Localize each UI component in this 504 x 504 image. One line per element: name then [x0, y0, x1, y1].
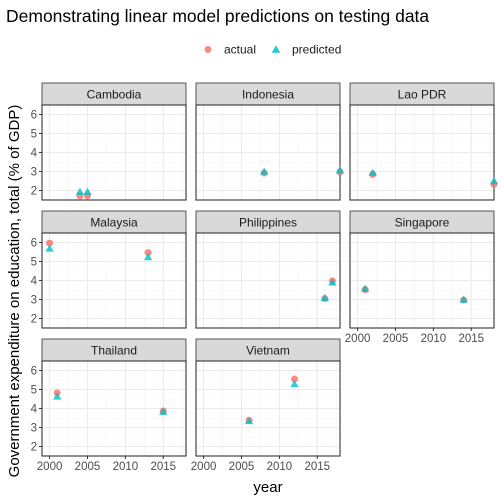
predicted-point [360, 284, 370, 292]
y-tick-label: 6 [31, 238, 37, 250]
x-tick-label: 2015 [150, 461, 176, 473]
facet-lao-pdr: Lao PDR [349, 82, 499, 201]
facet-singapore: Singapore 2000 2005 2010 2015 [345, 210, 495, 345]
predicted-point [335, 166, 345, 174]
facet-panels: Cambodia 2 3 4 5 6 Indonesia Lao PDR Malaysia 2 3 4… [31, 82, 499, 473]
predicted-point [328, 278, 337, 286]
facet-strip-label: Philippines [239, 216, 297, 230]
y-tick-label: 4 [31, 276, 38, 288]
panel-border [349, 232, 495, 329]
facet-malaysia: Malaysia 2 3 4 5 6 [31, 210, 187, 329]
facet-strip-label: Malaysia [90, 216, 138, 230]
y-tick-label: 6 [31, 366, 37, 378]
y-tick-label: 6 [31, 110, 37, 122]
panel-border [195, 232, 341, 329]
predicted-point [244, 416, 254, 425]
y-tick-label: 3 [31, 295, 37, 307]
x-tick-label: 2010 [267, 461, 293, 473]
panel-border [349, 104, 495, 201]
facet-thailand: Thailand 2 3 4 5 6 2000 2005 2010 2015 [31, 338, 187, 473]
predicted-point [45, 244, 54, 252]
predicted-point [489, 176, 499, 185]
x-tick-label: 2005 [75, 461, 101, 473]
predicted-point [260, 167, 269, 175]
actual-point [291, 375, 299, 383]
predicted-point [459, 295, 468, 303]
panel-border [195, 360, 341, 457]
y-tick-label: 3 [31, 423, 37, 435]
legend: actual predicted [204, 43, 341, 57]
facet-strip-label: Thailand [91, 344, 137, 358]
facet-strip-label: Indonesia [242, 88, 294, 102]
legend-actual-marker [204, 46, 212, 53]
x-tick-label: 2010 [113, 461, 139, 473]
x-tick-label: 2015 [304, 461, 330, 473]
x-tick-label: 2000 [37, 461, 63, 473]
facet-strip-label: Cambodia [87, 88, 142, 102]
x-tick-label: 2000 [191, 461, 217, 473]
x-tick-label: 2010 [421, 333, 447, 345]
x-axis-title: year [253, 479, 282, 496]
predicted-point [75, 187, 85, 195]
y-tick-label: 4 [31, 404, 38, 416]
facet-cambodia: Cambodia 2 3 4 5 6 [31, 82, 187, 201]
x-tick-label: 2015 [458, 333, 484, 345]
predicted-point [290, 379, 299, 388]
predicted-point [143, 252, 153, 261]
facet-strip-label: Vietnam [246, 344, 290, 358]
legend-predicted-label: predicted [292, 43, 341, 57]
y-tick-label: 4 [31, 148, 38, 160]
actual-point [144, 249, 152, 257]
y-axis-title: Government expenditure on education, tot… [6, 105, 23, 478]
legend-actual-label: actual [224, 43, 256, 57]
y-tick-label: 2 [31, 186, 37, 198]
facet-strip-label: Singapore [395, 216, 450, 230]
x-tick-label: 2000 [345, 333, 371, 345]
facet-vietnam: Vietnam 2000 2005 2010 2015 [191, 338, 341, 473]
predicted-point [52, 392, 62, 400]
predicted-point [368, 168, 377, 176]
predicted-point [159, 407, 168, 415]
facet-indonesia: Indonesia [195, 82, 345, 201]
x-tick-label: 2005 [383, 333, 409, 345]
y-tick-label: 5 [31, 257, 37, 269]
chart-title: Demonstrating linear model predictions o… [6, 6, 429, 26]
facet-philippines: Philippines [195, 210, 341, 329]
y-tick-label: 2 [31, 314, 37, 326]
x-tick-label: 2005 [229, 461, 255, 473]
actual-point [46, 239, 54, 247]
y-tick-label: 3 [31, 167, 37, 179]
y-tick-label: 5 [31, 385, 37, 397]
y-tick-label: 5 [31, 129, 37, 141]
y-tick-label: 2 [31, 442, 37, 454]
predicted-point [320, 293, 330, 302]
panel-border [195, 104, 341, 201]
facet-strip-label: Lao PDR [398, 88, 447, 102]
predicted-point [83, 187, 92, 195]
legend-predicted-marker [271, 45, 281, 53]
